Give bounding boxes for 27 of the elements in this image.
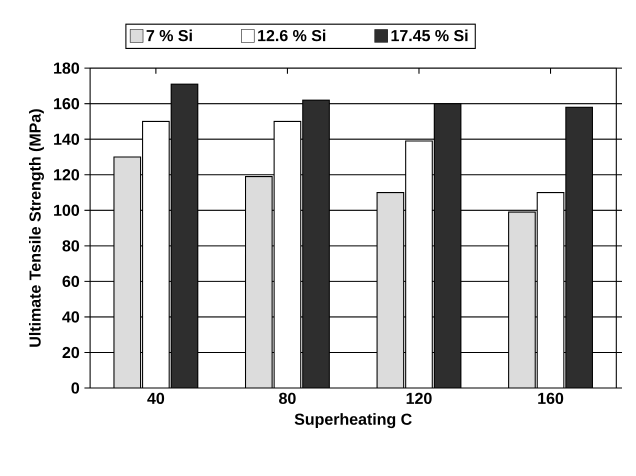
x-axis-title: Superheating C — [294, 413, 412, 428]
bar — [113, 156, 142, 388]
bar — [244, 176, 273, 388]
legend-label: 12.6 % Si — [258, 30, 326, 42]
legend-label: 7 % Si — [146, 30, 192, 42]
y-tick-label: 140 — [54, 134, 80, 145]
bar — [302, 100, 330, 388]
bar — [376, 192, 404, 388]
bar — [565, 106, 593, 388]
y-axis-title: Ultimate Tensile Strength (MPa) — [29, 109, 44, 347]
y-tick-label: 80 — [62, 240, 80, 252]
y-tick-label: 160 — [54, 98, 80, 110]
y-tick-label: 60 — [62, 276, 80, 288]
x-tick-label: 40 — [147, 392, 164, 404]
bar — [434, 103, 462, 388]
bar — [170, 84, 198, 388]
bar — [508, 212, 536, 388]
y-tick-label: 20 — [62, 346, 80, 358]
x-tick-label: 80 — [279, 392, 296, 404]
y-tick-label: 40 — [62, 311, 80, 323]
y-tick-label: 180 — [54, 62, 80, 74]
y-tick-label: 120 — [54, 169, 80, 180]
y-tick-label: 0 — [71, 382, 80, 394]
legend-label: 17.45 % Si — [392, 30, 468, 42]
x-tick-label: 120 — [406, 392, 432, 404]
y-tick-label: 100 — [54, 204, 80, 216]
x-tick-label: 160 — [538, 392, 564, 404]
